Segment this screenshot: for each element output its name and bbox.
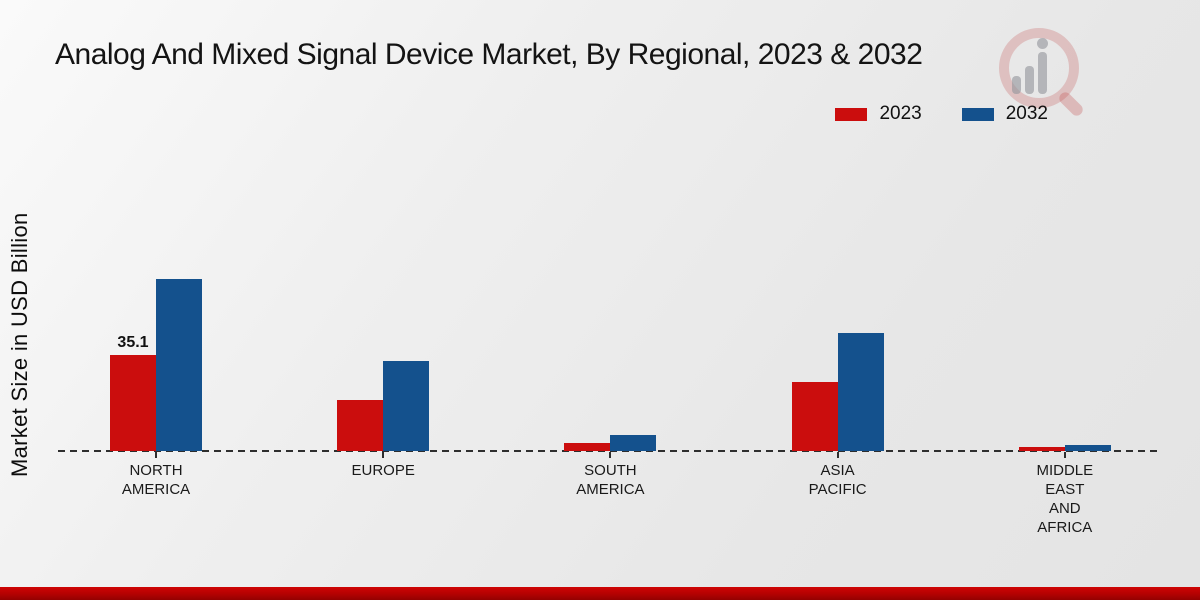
legend-swatch-2032 xyxy=(961,107,994,121)
category-label-asia-pacific: ASIA PACIFIC xyxy=(808,462,867,498)
logo-bar-icon xyxy=(1025,66,1034,94)
chart-title: Analog And Mixed Signal Device Market, B… xyxy=(55,38,923,71)
x-axis-tick xyxy=(609,452,612,458)
category-label-south-america: SOUTH AMERICA xyxy=(576,462,645,498)
legend-label-2032: 2032 xyxy=(1005,103,1048,124)
x-axis-tick xyxy=(382,452,385,458)
bar-2023-middle-east-and-africa xyxy=(1018,446,1065,451)
legend-item-2023: 2023 xyxy=(835,103,922,125)
bar-2023-north-america xyxy=(110,355,156,451)
watermark-logo xyxy=(995,20,1105,130)
legend-item-2032: 2032 xyxy=(961,103,1048,125)
magnifier-ring-icon xyxy=(999,28,1079,108)
bar-2023-europe xyxy=(337,400,384,451)
bar-2032-europe xyxy=(383,361,430,451)
bar-2023-asia-pacific xyxy=(791,382,838,451)
category-label-middle-east-and-africa: MIDDLE EAST AND AFRICA xyxy=(1036,462,1094,536)
data-label-2023-north-america: 35.1 xyxy=(117,334,149,351)
category-label-europe: EUROPE xyxy=(351,462,415,479)
legend-swatch-2023 xyxy=(835,107,868,121)
bar-2032-asia-pacific xyxy=(837,333,884,451)
logo-bar-icon xyxy=(1012,76,1021,94)
category-label-north-america: NORTH AMERICA xyxy=(121,462,191,498)
x-axis-tick xyxy=(1063,452,1066,458)
logo-dot-icon xyxy=(1037,38,1048,49)
x-axis-line xyxy=(58,450,1158,452)
legend: 2023 2032 xyxy=(835,103,1048,125)
bar-2032-south-america xyxy=(610,434,657,451)
bar-2032-middle-east-and-africa xyxy=(1064,445,1111,451)
x-axis-tick xyxy=(155,452,157,458)
logo-bar-icon xyxy=(1038,52,1047,94)
bar-2023-south-america xyxy=(564,443,611,451)
legend-label-2023: 2023 xyxy=(879,103,922,124)
footer-accent-bar xyxy=(0,587,1200,600)
bar-2032-north-america xyxy=(156,278,202,451)
x-axis-tick xyxy=(836,452,839,458)
